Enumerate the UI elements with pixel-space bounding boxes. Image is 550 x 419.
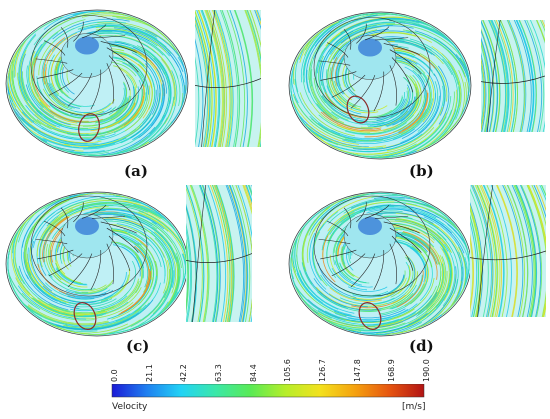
- impeller-streamline-view-b: [288, 11, 472, 160]
- colorbar-tick-label: 147.8: [352, 359, 362, 382]
- colorbar-tick-label: 42.2: [179, 364, 189, 382]
- impeller-streamline-view-d: [288, 191, 472, 337]
- colorbar-tick-label: 84.4: [248, 364, 258, 382]
- zoom-inset-c: [186, 185, 252, 322]
- colorbar-unit: [m/s]: [402, 402, 426, 412]
- colorbar-tick-label: 126.7: [318, 359, 327, 382]
- colorbar-title: Velocity: [112, 402, 148, 412]
- zoom-inset-d: [470, 185, 546, 317]
- panel-a: (a): [0, 0, 290, 185]
- impeller-streamline-view-c: [5, 191, 189, 337]
- panel-c: (c): [0, 183, 290, 358]
- zoom-inset-a: [195, 10, 261, 147]
- colorbar-tick-label: 21.1: [144, 364, 154, 382]
- panel-label-b: (b): [409, 162, 434, 180]
- colorbar-gradient: [111, 384, 425, 398]
- impeller-streamline-view-a: [5, 9, 189, 158]
- panel-label-c: (c): [126, 337, 150, 355]
- panel-label-a: (a): [124, 162, 148, 180]
- zoom-inset-b: [481, 20, 545, 132]
- panel-label-d: (d): [409, 337, 434, 355]
- colorbar-tick-label: 190.0: [422, 359, 431, 382]
- colorbar-tick-label: 0.0: [110, 369, 119, 382]
- colorbar-tick-label: 105.6: [283, 359, 293, 382]
- panel-b: (b): [283, 0, 550, 185]
- colorbar-tick-label: 168.9: [387, 359, 397, 382]
- velocity-colorbar: 0.0 21.1 42.2 63.3 84.4 105.6 126.7 147.8 168.9 1…: [110, 355, 440, 419]
- colorbar-tick-label: 63.3: [214, 364, 223, 382]
- panel-d: (d): [283, 183, 550, 358]
